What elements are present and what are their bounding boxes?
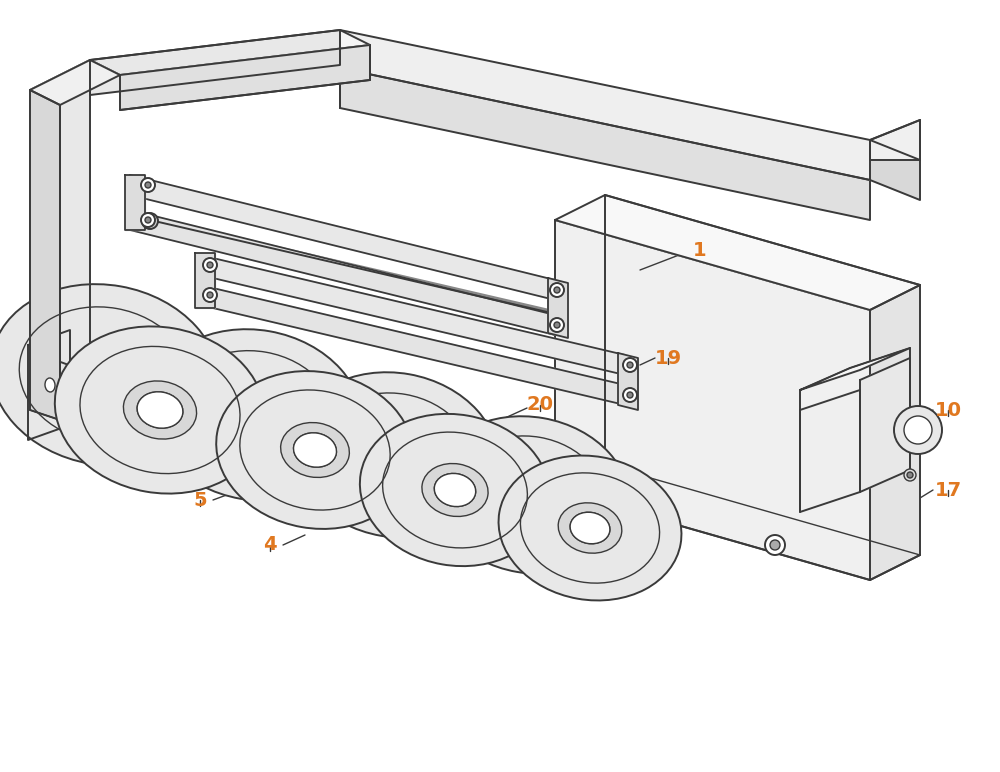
Ellipse shape (145, 217, 151, 223)
Ellipse shape (550, 318, 564, 332)
Ellipse shape (137, 392, 183, 428)
Text: 19: 19 (654, 348, 682, 367)
Polygon shape (195, 253, 215, 308)
Polygon shape (800, 390, 860, 512)
Polygon shape (870, 285, 920, 580)
Text: 10: 10 (934, 401, 962, 419)
Polygon shape (130, 210, 555, 335)
Ellipse shape (570, 513, 610, 543)
Polygon shape (870, 140, 920, 200)
Text: 4: 4 (263, 536, 277, 554)
Ellipse shape (40, 372, 60, 398)
Polygon shape (120, 45, 370, 110)
Ellipse shape (231, 396, 279, 434)
Ellipse shape (907, 472, 913, 478)
Ellipse shape (141, 213, 155, 227)
Text: 5: 5 (193, 490, 207, 510)
Ellipse shape (570, 513, 610, 543)
Ellipse shape (627, 362, 633, 368)
Polygon shape (28, 330, 70, 440)
Polygon shape (800, 348, 910, 390)
Ellipse shape (623, 388, 637, 402)
Ellipse shape (434, 473, 476, 506)
Ellipse shape (499, 455, 681, 601)
Ellipse shape (623, 358, 637, 372)
Polygon shape (125, 175, 145, 230)
Polygon shape (90, 30, 340, 95)
Ellipse shape (123, 381, 197, 439)
Polygon shape (548, 278, 568, 338)
Ellipse shape (207, 262, 213, 268)
Ellipse shape (207, 292, 213, 298)
Ellipse shape (434, 473, 476, 506)
Ellipse shape (765, 535, 785, 555)
Ellipse shape (216, 371, 414, 529)
Ellipse shape (294, 433, 336, 467)
Polygon shape (555, 195, 920, 310)
Polygon shape (200, 255, 625, 375)
Polygon shape (618, 353, 638, 410)
Ellipse shape (904, 416, 932, 444)
Ellipse shape (554, 322, 560, 328)
Ellipse shape (137, 392, 183, 428)
Polygon shape (340, 30, 870, 180)
Polygon shape (30, 60, 90, 410)
Text: 1: 1 (693, 241, 707, 259)
Ellipse shape (894, 406, 942, 454)
Polygon shape (860, 358, 910, 492)
Ellipse shape (372, 437, 418, 473)
Ellipse shape (148, 329, 362, 501)
Ellipse shape (145, 182, 151, 188)
Ellipse shape (550, 283, 564, 297)
Polygon shape (90, 30, 370, 75)
Ellipse shape (203, 258, 217, 272)
Polygon shape (30, 90, 60, 420)
Ellipse shape (558, 503, 622, 554)
Ellipse shape (294, 433, 336, 467)
Ellipse shape (141, 178, 155, 192)
Ellipse shape (422, 463, 488, 516)
Ellipse shape (0, 284, 219, 466)
Ellipse shape (292, 372, 498, 538)
Ellipse shape (431, 416, 629, 574)
Ellipse shape (45, 378, 55, 392)
Ellipse shape (770, 540, 780, 550)
Polygon shape (555, 220, 870, 580)
Ellipse shape (203, 288, 217, 302)
Ellipse shape (508, 478, 552, 513)
Ellipse shape (281, 422, 349, 477)
Polygon shape (130, 175, 555, 300)
Ellipse shape (55, 327, 265, 493)
Polygon shape (340, 68, 870, 220)
Text: 20: 20 (526, 395, 554, 415)
Ellipse shape (904, 469, 916, 481)
Ellipse shape (80, 355, 130, 395)
Ellipse shape (554, 287, 560, 293)
Polygon shape (200, 285, 625, 405)
Ellipse shape (627, 392, 633, 398)
Polygon shape (870, 120, 920, 160)
Ellipse shape (142, 213, 158, 229)
Ellipse shape (360, 414, 550, 566)
Text: 17: 17 (934, 480, 962, 499)
Polygon shape (30, 60, 120, 105)
